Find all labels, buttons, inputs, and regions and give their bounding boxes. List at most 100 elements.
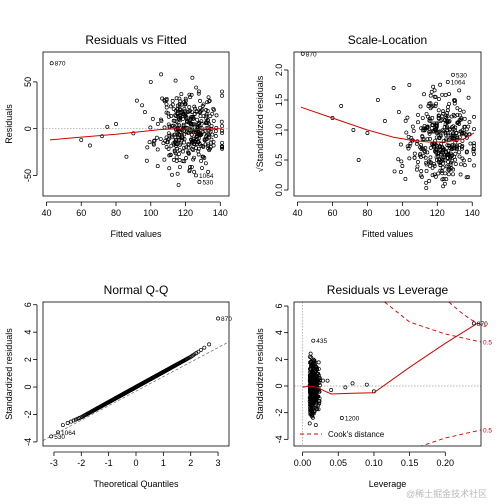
data-point (410, 124, 415, 129)
smooth-trend-line (302, 322, 478, 395)
data-point (422, 92, 426, 97)
data-point (420, 137, 425, 142)
data-point (454, 147, 459, 152)
y-tick-label: -2 (23, 410, 33, 418)
data-point (472, 114, 476, 119)
labeled-data-point (49, 61, 54, 66)
data-point (447, 152, 451, 157)
data-point (183, 101, 188, 106)
data-point (427, 116, 432, 121)
plot-title: Scale-Location (348, 33, 427, 47)
data-point (159, 72, 164, 77)
data-point (429, 160, 434, 165)
data-point (429, 126, 434, 131)
data-point (434, 143, 439, 148)
data-point (177, 123, 182, 128)
data-point (192, 155, 196, 160)
data-point (382, 119, 387, 123)
data-point (186, 150, 190, 155)
y-axis-label: Residuals (4, 104, 14, 144)
data-point (169, 113, 174, 118)
cooks-distance-contour (384, 302, 481, 343)
data-point (457, 143, 462, 147)
data-point (194, 85, 199, 90)
data-point (186, 109, 191, 114)
data-point (313, 423, 318, 427)
data-point (173, 113, 178, 118)
data-point (316, 407, 321, 412)
data-point (140, 103, 145, 108)
data-point (460, 128, 465, 133)
data-point (441, 129, 446, 134)
data-point (201, 114, 206, 118)
data-point (174, 155, 179, 160)
data-point (214, 126, 219, 130)
data-point (213, 134, 218, 138)
data-point (432, 163, 437, 168)
data-point (400, 164, 405, 168)
data-point (148, 125, 153, 130)
data-point (311, 357, 316, 362)
data-point (314, 365, 319, 370)
point-label: 870 (477, 321, 488, 328)
data-point (187, 105, 192, 110)
data-point (164, 110, 169, 115)
data-point (173, 108, 178, 113)
x-tick-label: -3 (50, 458, 58, 468)
data-point (424, 185, 429, 190)
data-point (181, 123, 186, 128)
data-point (199, 121, 204, 126)
y-tick-label: 2 (274, 357, 284, 362)
point-label: 1064 (61, 430, 76, 437)
data-point (190, 147, 195, 152)
data-point (447, 167, 452, 172)
data-point (124, 154, 129, 159)
data-point (440, 150, 445, 155)
y-tick-label: 2.0 (274, 64, 284, 77)
data-point (105, 124, 110, 129)
data-point (444, 149, 448, 154)
data-point (411, 128, 416, 133)
data-point (183, 113, 188, 118)
data-point (424, 111, 429, 116)
data-point (450, 143, 455, 148)
y-tick-label: 0 (274, 383, 284, 388)
data-point (450, 133, 455, 138)
data-point (458, 172, 463, 177)
data-point (339, 104, 344, 108)
data-point (316, 399, 321, 404)
data-point (179, 110, 184, 115)
data-point (431, 129, 436, 134)
data-point (392, 169, 397, 174)
data-point (403, 177, 408, 181)
data-point (310, 394, 315, 399)
y-tick-label: -50 (23, 169, 33, 182)
data-point (199, 347, 203, 352)
data-point (449, 125, 454, 130)
data-point (314, 382, 319, 387)
data-point (189, 132, 194, 137)
data-point (187, 92, 192, 97)
data-point (182, 137, 187, 142)
x-tick-label: 40 (292, 208, 302, 218)
data-point (188, 128, 192, 133)
qq-reference-line (43, 341, 229, 441)
data-point (147, 140, 152, 145)
point-label: 1200 (345, 416, 360, 423)
data-point (310, 414, 315, 419)
data-point (311, 376, 316, 381)
cooks-contour-label: 1 (483, 322, 487, 329)
data-point (472, 147, 476, 152)
data-point (197, 120, 202, 125)
data-point (203, 161, 208, 166)
data-point (220, 128, 224, 133)
data-point (206, 169, 211, 174)
data-point (65, 421, 70, 425)
plot-frame (293, 301, 482, 447)
data-point (308, 359, 313, 364)
x-tick-label: 0.05 (329, 458, 347, 468)
x-tick-label: 80 (362, 208, 372, 218)
data-point (192, 104, 197, 109)
data-point (315, 394, 320, 399)
